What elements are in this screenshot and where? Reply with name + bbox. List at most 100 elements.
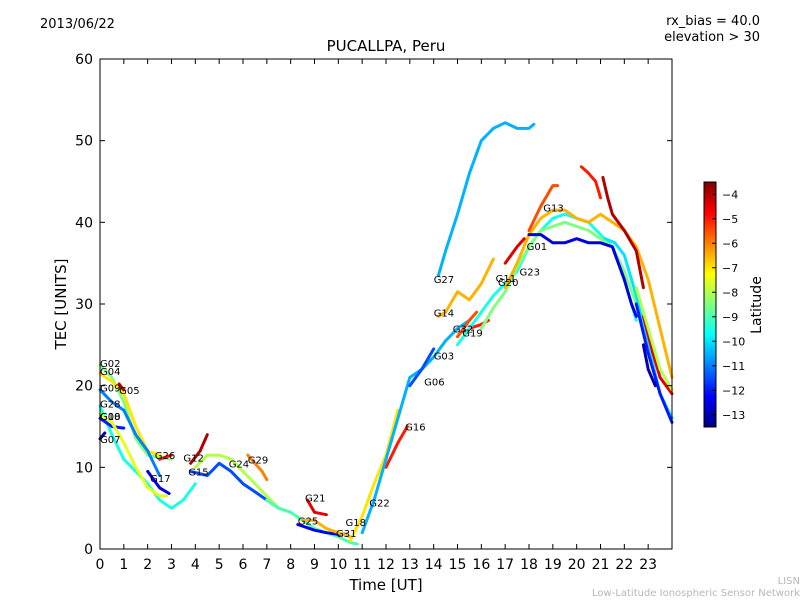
label-g20: G20 (498, 278, 518, 289)
y-tick-label: 0 (84, 542, 93, 558)
y-tick-label: 10 (75, 460, 93, 476)
series-g34 (601, 175, 645, 290)
date-label: 2013/06/22 (40, 17, 115, 32)
x-tick-label: 8 (286, 557, 295, 573)
label-g05: G05 (119, 386, 139, 397)
series-g38 (641, 343, 657, 388)
x-axis-label: Time [UT] (348, 576, 422, 594)
colorbar-tick-label: −9 (722, 311, 738, 324)
label-g13: G13 (543, 204, 563, 215)
colorbar-tick-label: −13 (722, 409, 745, 422)
series-g33 (579, 165, 602, 200)
rx-bias-label: rx_bias = 40.0 (666, 14, 760, 29)
plot-frame (99, 58, 673, 550)
label-g03: G03 (434, 352, 454, 363)
bias-info: rx_bias = 40.0 elevation > 30 (664, 14, 760, 46)
colorbar-tick-label: −10 (722, 335, 745, 348)
series-g32 (456, 310, 479, 339)
y-tick-label: 50 (75, 134, 93, 150)
x-tick-label: 22 (615, 557, 633, 573)
series-g25 (265, 498, 359, 546)
series-g29 (246, 453, 269, 482)
series-g09 (98, 388, 162, 477)
series-g36 (634, 302, 674, 424)
series-g06 (360, 318, 471, 535)
colorbar-label: Latitude (749, 276, 765, 334)
x-tick-label: 10 (329, 557, 347, 573)
x-tick-label: 16 (472, 557, 490, 573)
x-tick-label: 1 (119, 557, 128, 573)
y-axis-label: TEC [UNITS] (52, 259, 70, 351)
colorbar-ticks: −4 −5 −6 −7 −8 −9 −10 −11 −12 −13 (712, 188, 745, 422)
colorbar-tick-label: −5 (722, 213, 738, 226)
elevation-label: elevation > 30 (664, 30, 760, 45)
x-tick-label: 19 (544, 557, 562, 573)
x-tick-label: 11 (353, 557, 371, 573)
x-tick-label: 0 (96, 557, 105, 573)
series-g18 (301, 518, 352, 539)
label-g19: G19 (462, 329, 482, 340)
series-g39 (634, 286, 674, 392)
chart-title: PUCALLPA, Peru (326, 37, 446, 55)
series-g12 (189, 433, 209, 465)
label-g24: G24 (229, 459, 249, 470)
y-tick-label: 30 (75, 297, 93, 313)
series-g08 (98, 412, 169, 498)
x-tick-label: 3 (167, 557, 176, 573)
series-layer (98, 121, 674, 546)
label-g18: G18 (346, 518, 366, 529)
series-g17 (146, 469, 171, 495)
series-g28 (98, 404, 197, 510)
x-tick-label: 23 (639, 557, 657, 573)
credit-short: LISN (777, 576, 800, 587)
label-g17: G17 (150, 474, 170, 485)
label-g14: G14 (434, 308, 454, 319)
y-tick-label: 40 (75, 215, 93, 231)
series-g03 (408, 347, 436, 388)
x-tick-label: 15 (449, 557, 467, 573)
series-g22 (348, 408, 400, 543)
label-g31: G31 (336, 529, 356, 540)
label-g16: G16 (405, 423, 425, 434)
label-g28: G28 (100, 400, 120, 411)
colorbar-tick-label: −7 (722, 262, 738, 275)
x-tick-label: 4 (191, 557, 200, 573)
series-g01 (527, 233, 638, 318)
label-g29: G29 (248, 455, 268, 466)
label-g07: G07 (100, 435, 120, 446)
series-g27 (436, 121, 536, 277)
label-g27: G27 (434, 275, 454, 286)
label-g22: G22 (369, 499, 389, 510)
series-g21 (305, 498, 328, 517)
x-tick-label: 13 (401, 557, 419, 573)
x-tick-label: 17 (496, 557, 514, 573)
colorbar-tick-label: −4 (722, 188, 738, 201)
x-tick-label: 2 (143, 557, 152, 573)
colorbar-tick-label: −6 (722, 237, 738, 250)
series-g13 (527, 184, 560, 232)
series-g30 (503, 237, 526, 265)
label-g26: G26 (155, 451, 175, 462)
series-g37 (641, 314, 674, 396)
label-g08: G08 (100, 412, 120, 423)
label-g02: G02 (100, 359, 120, 370)
label-g32: G32 (453, 325, 473, 336)
label-g21: G21 (305, 494, 325, 505)
x-tick-label: 9 (310, 557, 319, 573)
colorbar-tick-label: −11 (722, 360, 745, 373)
credit-long: Low-Latitude Ionospheric Sensor Network (592, 588, 800, 599)
x-tick-label: 14 (425, 557, 443, 573)
label-g09: G09 (100, 383, 120, 394)
series-g26 (158, 453, 173, 461)
label-g06: G06 (424, 378, 444, 389)
label-g15: G15 (188, 468, 208, 479)
x-tick-label: 21 (592, 557, 610, 573)
x-tick-label: 12 (377, 557, 395, 573)
label-g25: G25 (298, 517, 318, 528)
x-tick-label: 5 (215, 557, 224, 573)
y-tick-label: 60 (75, 52, 93, 68)
series-g07 (98, 431, 107, 441)
x-tick-label: 18 (520, 557, 538, 573)
